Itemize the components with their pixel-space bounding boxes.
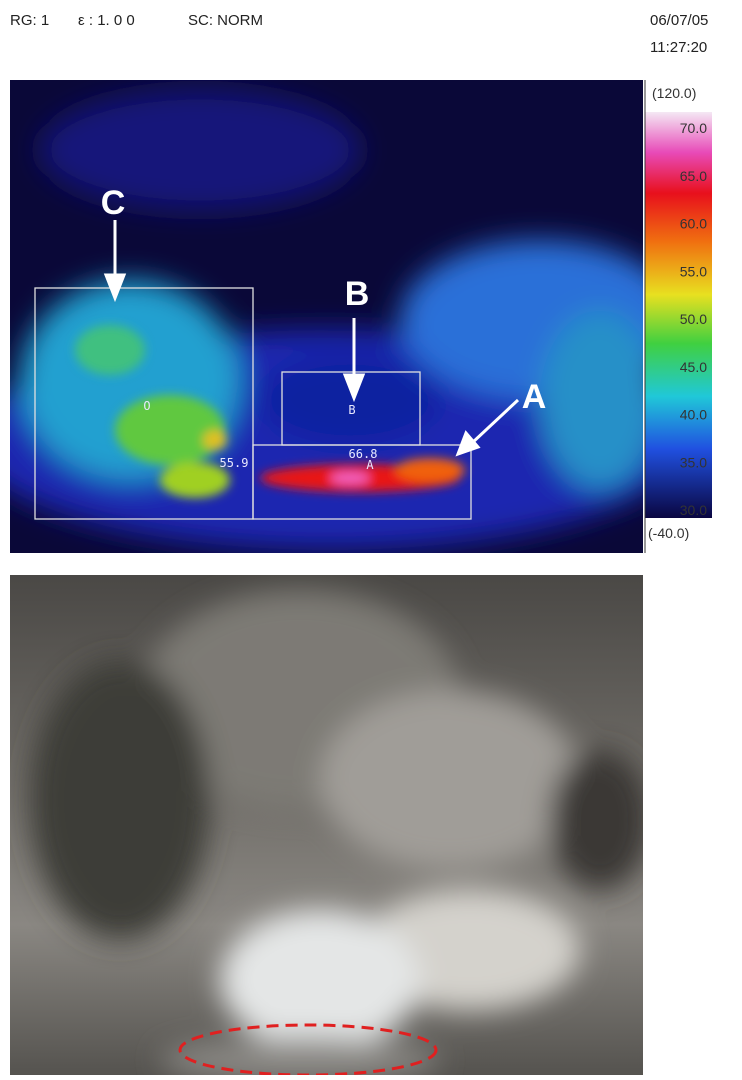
colorbar-max: (120.0) — [652, 85, 696, 101]
colorbar-tick-label: 65.0 — [680, 168, 707, 184]
colorbar-tick-label: 70.0 — [680, 120, 707, 136]
visible-photo — [10, 575, 650, 1080]
colorbar-min: (-40.0) — [648, 525, 689, 541]
colorbar-tick-label: 50.0 — [680, 311, 707, 327]
colorbar-tick-label: 45.0 — [680, 359, 707, 375]
label-a: A — [522, 378, 547, 416]
scale-mode: SC: NORM — [188, 12, 263, 29]
time: 11:27:20 — [650, 39, 707, 56]
colorbar-tick-label: 30.0 — [680, 502, 707, 518]
label-c: C — [101, 184, 126, 222]
colorbar-tick-label: 60.0 — [680, 216, 707, 232]
colorbar-tick-label: 40.0 — [680, 407, 707, 423]
colorbar-tick-label: 35.0 — [680, 454, 707, 470]
range: RG: 1 — [10, 12, 49, 29]
marker-b: B — [348, 403, 355, 417]
reading-a: 66.8 — [349, 447, 378, 461]
thermal-image: C B A O B A 66.8 55.9 — [0, 80, 690, 553]
emissivity: ε : 1. 0 0 — [78, 12, 135, 29]
marker-c: O — [143, 399, 150, 413]
reading-c: 55.9 — [220, 456, 249, 470]
colorbar-tick-label: 55.0 — [680, 263, 707, 279]
date: 06/07/05 — [650, 12, 708, 29]
screen: RG: 1 ε : 1. 0 0 SC: NORM 06/07/05 11:27… — [0, 0, 742, 1080]
label-b: B — [345, 275, 370, 313]
